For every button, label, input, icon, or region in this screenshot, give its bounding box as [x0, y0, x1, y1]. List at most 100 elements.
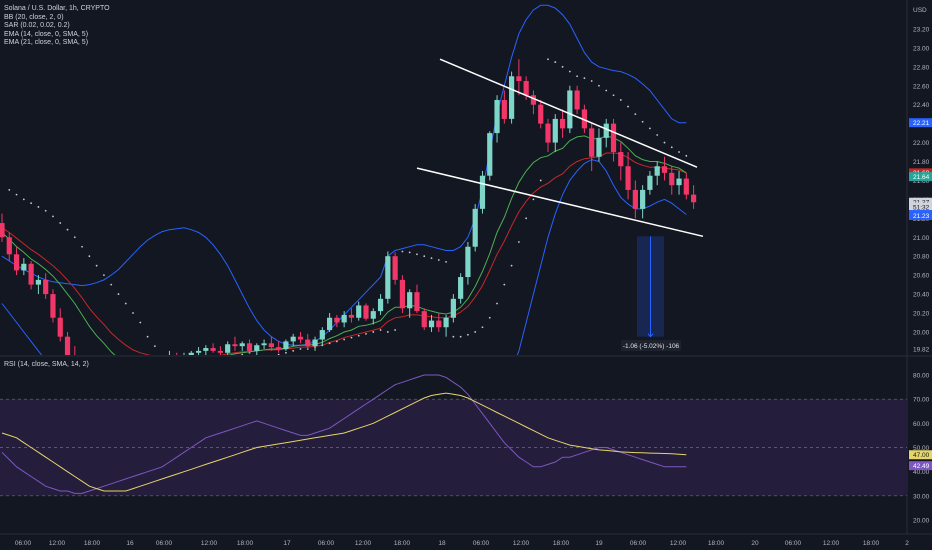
candle-body: [589, 128, 595, 157]
candle-body: [225, 344, 231, 353]
candle-body: [13, 254, 20, 271]
time-tick-label: 2: [905, 540, 909, 547]
candle-body: [661, 166, 668, 173]
sar-dot: [619, 99, 622, 101]
candle-body: [377, 298, 384, 312]
price-tag-label: 21.64: [913, 174, 930, 181]
price-tick-label: 21.80: [913, 159, 930, 166]
time-tick-label: 18:00: [863, 540, 880, 547]
candle-body: [188, 352, 194, 355]
candle-body: [35, 279, 41, 285]
candle-body: [647, 175, 653, 190]
sar-dot: [59, 222, 62, 224]
time-tick-label: 06:00: [473, 540, 490, 547]
sar-dot: [241, 353, 244, 355]
time-tick-label: 06:00: [156, 540, 173, 547]
price-tag-bg: [909, 118, 932, 128]
candle-body: [640, 189, 646, 209]
time-tick-label: 18:00: [237, 540, 254, 547]
candle-body: [625, 166, 631, 190]
sar-dot: [124, 302, 127, 305]
price-tick-label: 21.00: [913, 235, 930, 242]
sar-dot: [146, 335, 149, 338]
sar-dot: [627, 105, 629, 108]
rsi-tag-bg: [909, 450, 932, 460]
candle-body: [509, 76, 515, 119]
price-tick-label: 20.60: [913, 273, 930, 280]
sar-dot: [8, 189, 11, 191]
sar-dot: [496, 302, 498, 305]
candle-body: [443, 317, 449, 328]
candle-body: [559, 118, 566, 129]
sar-dot: [95, 264, 98, 267]
rsi-tick-label: 70.00: [913, 397, 930, 404]
time-tick-label: 12:00: [201, 540, 218, 547]
candle-body: [610, 123, 617, 153]
legend-symbol: Solana / U.S. Dollar, 1h, CRYPTO: [4, 5, 110, 12]
sar-dot: [416, 253, 418, 256]
sar-dot: [532, 198, 535, 201]
candle-body: [334, 317, 340, 323]
candle-body: [232, 344, 238, 347]
candle-body: [290, 336, 296, 342]
sar-dot: [81, 245, 83, 248]
price-tick-label: 20.40: [913, 292, 930, 299]
price-tick-label: 23.00: [913, 45, 930, 52]
time-tick-label: 06:00: [785, 540, 802, 547]
candle-body: [414, 292, 420, 312]
sar-dot: [44, 209, 47, 212]
sar-dot: [22, 198, 25, 201]
candle-body: [596, 137, 602, 157]
sar-dot: [357, 334, 360, 337]
candle-body: [392, 256, 398, 280]
price-tick-label: 22.40: [913, 102, 930, 109]
time-tick-label: 18:00: [394, 540, 411, 547]
triangle-lower-line: [416, 167, 704, 238]
sar-dot: [452, 335, 455, 338]
price-tag-bg: [909, 202, 932, 212]
sar-dot: [132, 312, 134, 314]
time-tick-label: 12:00: [823, 540, 840, 547]
sar-dot: [73, 236, 76, 239]
candle-body: [450, 298, 456, 318]
sar-dot: [153, 345, 156, 348]
sar-dot: [539, 179, 542, 182]
price-tag-bg: [909, 197, 932, 207]
time-tick-label: 06:00: [630, 540, 647, 547]
legend-ema21: EMA (21, close, 0, SMA, 5): [4, 39, 89, 46]
legend-sar: SAR (0.02, 0.02, 0.2): [4, 22, 70, 29]
candle-body: [261, 343, 267, 346]
sar-dot: [678, 151, 680, 153]
rsi-tick-label: 60.00: [913, 421, 930, 428]
time-tick-label: 17: [283, 540, 291, 547]
candle-body: [428, 320, 435, 328]
sar-dot: [474, 331, 477, 333]
price-tick-label: 22.00: [913, 140, 930, 147]
sar-dot: [408, 251, 411, 254]
candle-body: [669, 172, 675, 186]
sar-dot: [386, 331, 389, 333]
sar-dot: [401, 250, 404, 253]
price-tick-label: 20.20: [913, 311, 930, 318]
sar-dot: [52, 215, 54, 218]
sar-dot: [576, 75, 579, 78]
time-tick-label: 06:00: [15, 540, 32, 547]
time-tick-label: 06:00: [318, 540, 335, 547]
sar-dot: [634, 113, 637, 116]
sar-dot: [641, 120, 644, 123]
rsi-tick-label: 30.00: [913, 493, 930, 500]
candle-body: [341, 314, 347, 323]
price-axis-currency: USD: [913, 7, 927, 14]
sar-dot: [437, 259, 440, 261]
candle-body: [239, 343, 245, 347]
candle-body: [217, 350, 223, 353]
time-tick-label: 12:00: [670, 540, 687, 547]
measure-arrowhead: [647, 333, 654, 338]
sar-dot: [663, 141, 666, 144]
sar-dot: [481, 326, 484, 329]
candle-body: [545, 123, 551, 143]
candle-body: [254, 345, 260, 351]
candle-body: [327, 317, 333, 331]
candle-body: [552, 118, 558, 143]
